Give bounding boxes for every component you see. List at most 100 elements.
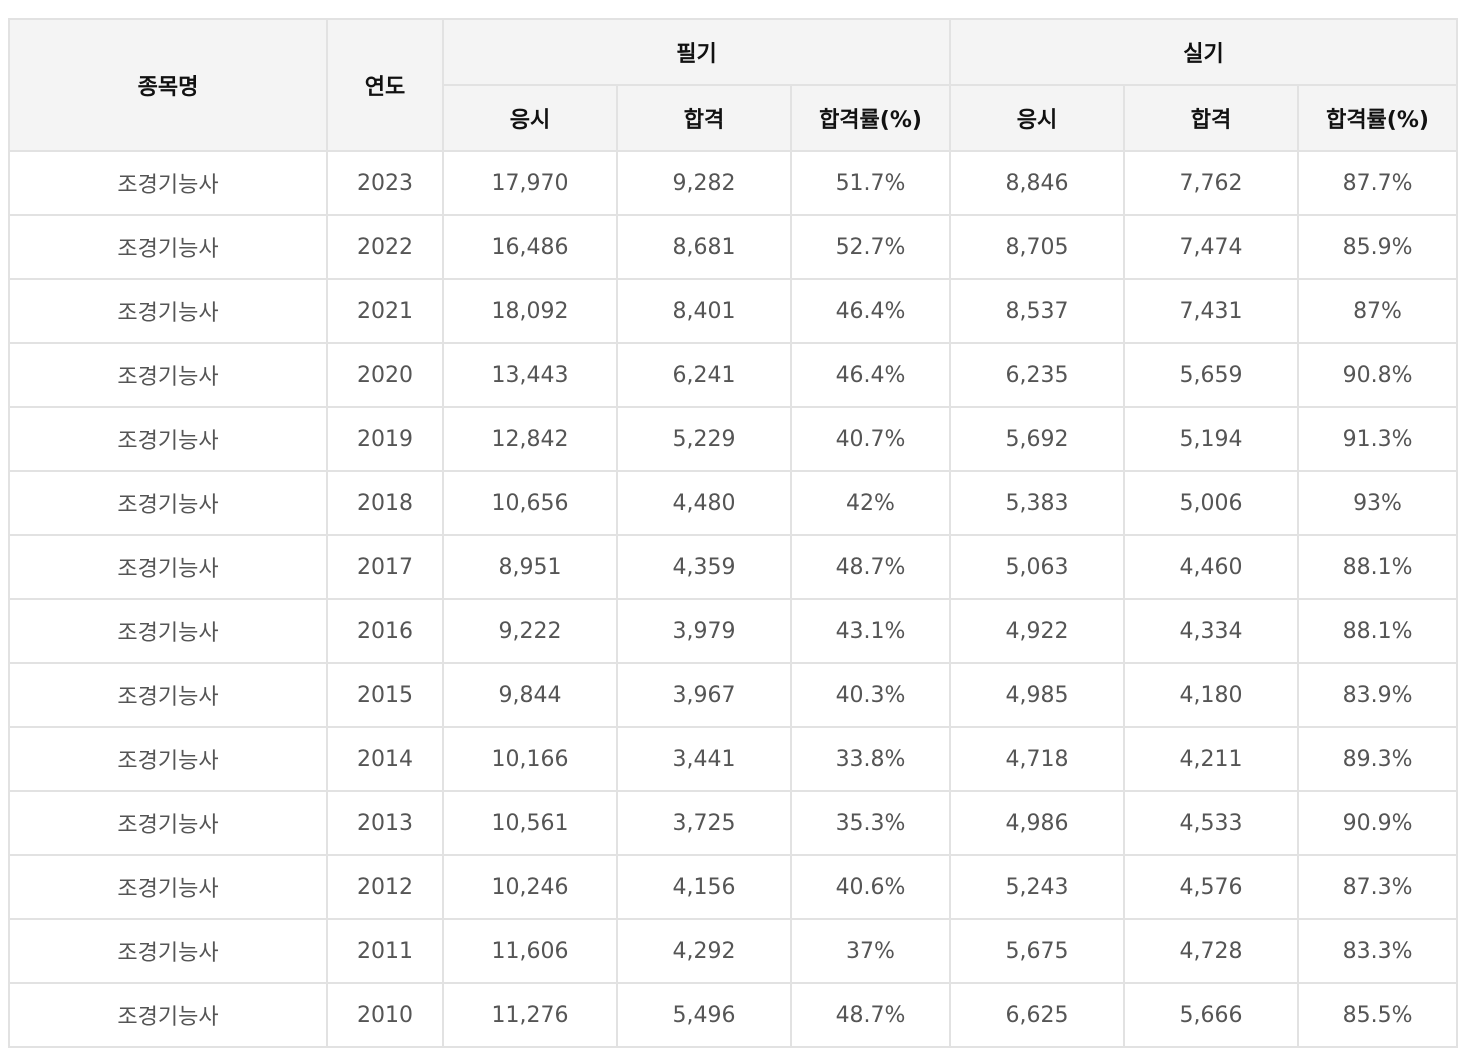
- table-row: 조경기능사 2016 9,222 3,979 43.1% 4,922 4,334 88.1%: [8, 598, 1459, 664]
- cell-practical-applicants: 8,705: [949, 214, 1126, 280]
- cell-written-pass-rate: 40.7%: [789, 406, 952, 472]
- cell-written-applicants: 18,092: [442, 278, 618, 344]
- cell-year: 2018: [326, 470, 444, 536]
- cell-written-passed: 6,241: [616, 342, 792, 408]
- cell-practical-passed: 7,431: [1123, 278, 1300, 344]
- cell-practical-applicants: 4,985: [949, 662, 1126, 728]
- cell-written-pass-rate: 42%: [789, 470, 952, 536]
- pass-rate-table-container: 종목명 연도 필기 실기 응시 합격 합격률(%) 응시 합격 합격률(%) 조…: [8, 18, 1459, 1048]
- cell-practical-pass-rate: 88.1%: [1297, 598, 1459, 664]
- cell-written-pass-rate: 40.3%: [789, 662, 952, 728]
- cell-year: 2016: [326, 598, 444, 664]
- cell-practical-applicants: 6,235: [949, 342, 1126, 408]
- cell-practical-pass-rate: 87.7%: [1297, 150, 1459, 216]
- cell-written-passed: 4,359: [616, 534, 792, 600]
- table-row: 조경기능사 2012 10,246 4,156 40.6% 5,243 4,576 87.3%: [8, 854, 1459, 920]
- cell-practical-applicants: 8,537: [949, 278, 1126, 344]
- cell-year: 2012: [326, 854, 444, 920]
- cell-item-name: 조경기능사: [8, 854, 328, 920]
- cell-year: 2022: [326, 214, 444, 280]
- cell-written-passed: 3,725: [616, 790, 792, 856]
- cell-practical-pass-rate: 83.9%: [1297, 662, 1459, 728]
- cell-written-pass-rate: 51.7%: [789, 150, 952, 216]
- cell-practical-pass-rate: 90.8%: [1297, 342, 1459, 408]
- header-written-exam: 필기: [441, 18, 952, 86]
- table-row: 조경기능사 2010 11,276 5,496 48.7% 6,625 5,666 85.5%: [8, 982, 1459, 1048]
- cell-practical-applicants: 4,922: [949, 598, 1126, 664]
- cell-practical-passed: 4,728: [1123, 918, 1300, 984]
- cell-item-name: 조경기능사: [8, 214, 328, 280]
- cell-year: 2011: [326, 918, 444, 984]
- cell-written-pass-rate: 43.1%: [789, 598, 952, 664]
- cell-written-applicants: 17,970: [442, 150, 618, 216]
- table-row: 조경기능사 2019 12,842 5,229 40.7% 5,692 5,194 91.3%: [8, 406, 1459, 472]
- cell-practical-passed: 4,334: [1123, 598, 1300, 664]
- cell-practical-applicants: 6,625: [949, 982, 1126, 1048]
- header-written-pass-rate: 합격률(%): [789, 84, 952, 152]
- cell-practical-applicants: 4,718: [949, 726, 1126, 792]
- cell-written-pass-rate: 33.8%: [789, 726, 952, 792]
- cell-written-passed: 5,229: [616, 406, 792, 472]
- cell-practical-passed: 5,659: [1123, 342, 1300, 408]
- table-row: 조경기능사 2015 9,844 3,967 40.3% 4,985 4,180 83.9%: [8, 662, 1459, 728]
- cell-written-pass-rate: 46.4%: [789, 342, 952, 408]
- table-body: 조경기능사 2023 17,970 9,282 51.7% 8,846 7,762 87.7%…: [8, 150, 1459, 1048]
- cell-year: 2015: [326, 662, 444, 728]
- cell-year: 2014: [326, 726, 444, 792]
- cell-written-passed: 3,967: [616, 662, 792, 728]
- cell-practical-pass-rate: 87%: [1297, 278, 1459, 344]
- cell-item-name: 조경기능사: [8, 982, 328, 1048]
- cell-written-passed: 3,441: [616, 726, 792, 792]
- cell-year: 2013: [326, 790, 444, 856]
- cell-practical-applicants: 5,063: [949, 534, 1126, 600]
- header-practical-passed: 합격: [1123, 84, 1300, 152]
- header-row-top: 종목명 연도 필기 실기: [8, 18, 1459, 152]
- cell-practical-applicants: 5,692: [949, 406, 1126, 472]
- header-practical-pass-rate: 합격률(%): [1297, 84, 1459, 152]
- header-written-applicants: 응시: [442, 84, 618, 152]
- table-row: 조경기능사 2022 16,486 8,681 52.7% 8,705 7,474 85.9%: [8, 214, 1459, 280]
- header-year: 연도: [326, 18, 444, 152]
- cell-item-name: 조경기능사: [8, 342, 328, 408]
- cell-written-applicants: 11,276: [442, 982, 618, 1048]
- cell-written-applicants: 9,844: [442, 662, 618, 728]
- cell-item-name: 조경기능사: [8, 918, 328, 984]
- cell-item-name: 조경기능사: [8, 662, 328, 728]
- cell-year: 2010: [326, 982, 444, 1048]
- table-header: 종목명 연도 필기 실기 응시 합격 합격률(%) 응시 합격 합격률(%): [8, 18, 1459, 152]
- cell-item-name: 조경기능사: [8, 406, 328, 472]
- cell-written-pass-rate: 52.7%: [789, 214, 952, 280]
- header-written-passed: 합격: [616, 84, 792, 152]
- cell-year: 2019: [326, 406, 444, 472]
- cell-practical-pass-rate: 85.9%: [1297, 214, 1459, 280]
- cell-year: 2020: [326, 342, 444, 408]
- cell-written-applicants: 16,486: [442, 214, 618, 280]
- cell-practical-passed: 4,576: [1123, 854, 1300, 920]
- cell-practical-passed: 4,180: [1123, 662, 1300, 728]
- cell-practical-pass-rate: 88.1%: [1297, 534, 1459, 600]
- cell-item-name: 조경기능사: [8, 534, 328, 600]
- cell-written-applicants: 10,166: [442, 726, 618, 792]
- cell-item-name: 조경기능사: [8, 598, 328, 664]
- cell-written-pass-rate: 40.6%: [789, 854, 952, 920]
- cell-written-passed: 8,401: [616, 278, 792, 344]
- cell-practical-pass-rate: 89.3%: [1297, 726, 1459, 792]
- table-row: 조경기능사 2014 10,166 3,441 33.8% 4,718 4,211 89.3%: [8, 726, 1459, 792]
- cell-written-applicants: 13,443: [442, 342, 618, 408]
- cell-practical-applicants: 4,986: [949, 790, 1126, 856]
- header-item-name: 종목명: [8, 18, 328, 152]
- cell-written-passed: 9,282: [616, 150, 792, 216]
- cell-written-pass-rate: 37%: [789, 918, 952, 984]
- cell-practical-passed: 4,460: [1123, 534, 1300, 600]
- cell-written-applicants: 11,606: [442, 918, 618, 984]
- cell-practical-applicants: 8,846: [949, 150, 1126, 216]
- cell-written-pass-rate: 46.4%: [789, 278, 952, 344]
- cell-written-passed: 5,496: [616, 982, 792, 1048]
- cell-practical-pass-rate: 93%: [1297, 470, 1459, 536]
- cell-written-passed: 4,156: [616, 854, 792, 920]
- cell-practical-passed: 5,666: [1123, 982, 1300, 1048]
- pass-rate-table: 종목명 연도 필기 실기 응시 합격 합격률(%) 응시 합격 합격률(%) 조…: [8, 18, 1459, 1048]
- cell-item-name: 조경기능사: [8, 726, 328, 792]
- header-practical-exam: 실기: [949, 18, 1459, 86]
- cell-written-passed: 4,292: [616, 918, 792, 984]
